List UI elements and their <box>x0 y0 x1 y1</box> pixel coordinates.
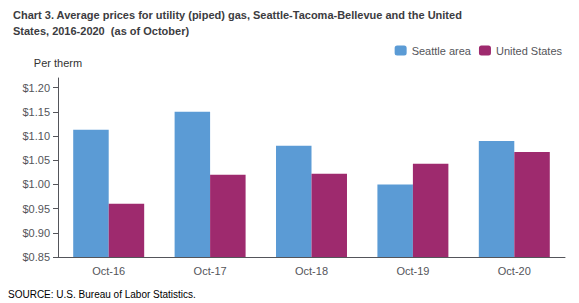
svg-text:Oct-17: Oct-17 <box>194 265 227 277</box>
svg-text:$1.00: $1.00 <box>22 178 50 190</box>
svg-text:$1.15: $1.15 <box>22 106 50 118</box>
svg-text:$1.20: $1.20 <box>22 82 50 94</box>
svg-text:Oct-18: Oct-18 <box>295 265 328 277</box>
svg-text:Chart 3. Average prices for ut: Chart 3. Average prices for utility (pip… <box>13 9 462 21</box>
svg-text:United States: United States <box>496 45 563 57</box>
svg-text:Oct-20: Oct-20 <box>498 265 531 277</box>
svg-text:$0.95: $0.95 <box>22 203 50 215</box>
svg-text:Per therm: Per therm <box>34 57 82 69</box>
svg-text:$0.90: $0.90 <box>22 227 50 239</box>
svg-text:SOURCE: U.S. Bureau of Labor S: SOURCE: U.S. Bureau of Labor Statistics. <box>8 289 196 300</box>
svg-text:Oct-16: Oct-16 <box>92 265 125 277</box>
svg-text:Oct-19: Oct-19 <box>396 265 429 277</box>
svg-text:$1.05: $1.05 <box>22 154 50 166</box>
svg-text:$0.85: $0.85 <box>22 251 50 263</box>
svg-text:States, 2016-2020 (as of Octo: States, 2016-2020 (as of October) <box>13 25 189 37</box>
svg-text:Seattle area: Seattle area <box>412 45 472 57</box>
svg-text:$1.10: $1.10 <box>22 130 50 142</box>
